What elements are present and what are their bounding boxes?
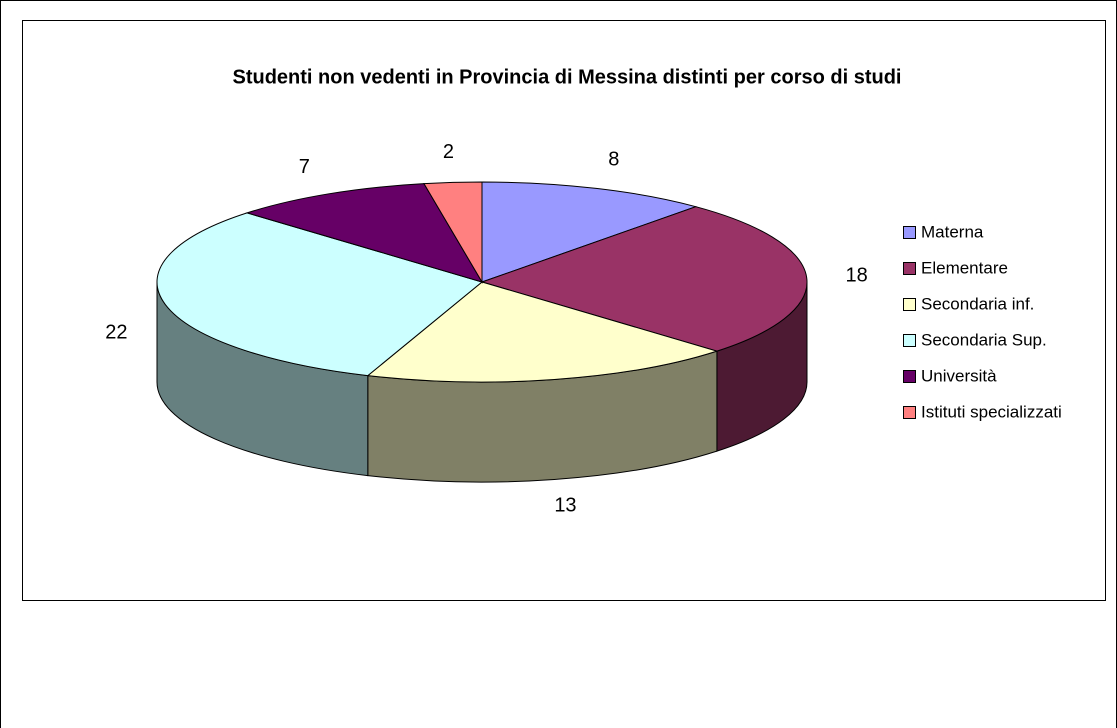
pie-slice	[480, 206, 808, 352]
pie-slice	[245, 183, 484, 283]
pie-slice	[156, 212, 484, 377]
legend-swatch	[903, 334, 916, 347]
pie-slice	[481, 181, 698, 283]
data-label: 13	[554, 495, 576, 517]
legend-swatch	[903, 298, 916, 311]
legend-swatch	[903, 406, 916, 419]
data-label: 8	[608, 149, 619, 171]
data-label: 2	[443, 141, 454, 163]
pie-slice	[423, 181, 483, 284]
legend-label: Elementare	[921, 258, 1008, 277]
legend-label: Secondaria Sup.	[921, 330, 1047, 349]
legend-label: Secondaria inf.	[921, 294, 1034, 313]
chart-title: Studenti non vedenti in Provincia di Mes…	[233, 66, 902, 88]
legend-label: Università	[921, 366, 997, 385]
legend-label: Materna	[921, 222, 984, 241]
data-label: 7	[299, 156, 310, 178]
data-label: 22	[105, 321, 127, 343]
legend-swatch	[903, 262, 916, 275]
legend-label: Istituti specializzati	[921, 402, 1062, 421]
pie-slice	[366, 281, 719, 383]
legend-swatch	[903, 370, 916, 383]
legend-swatch	[903, 226, 916, 239]
data-label: 18	[845, 264, 867, 286]
